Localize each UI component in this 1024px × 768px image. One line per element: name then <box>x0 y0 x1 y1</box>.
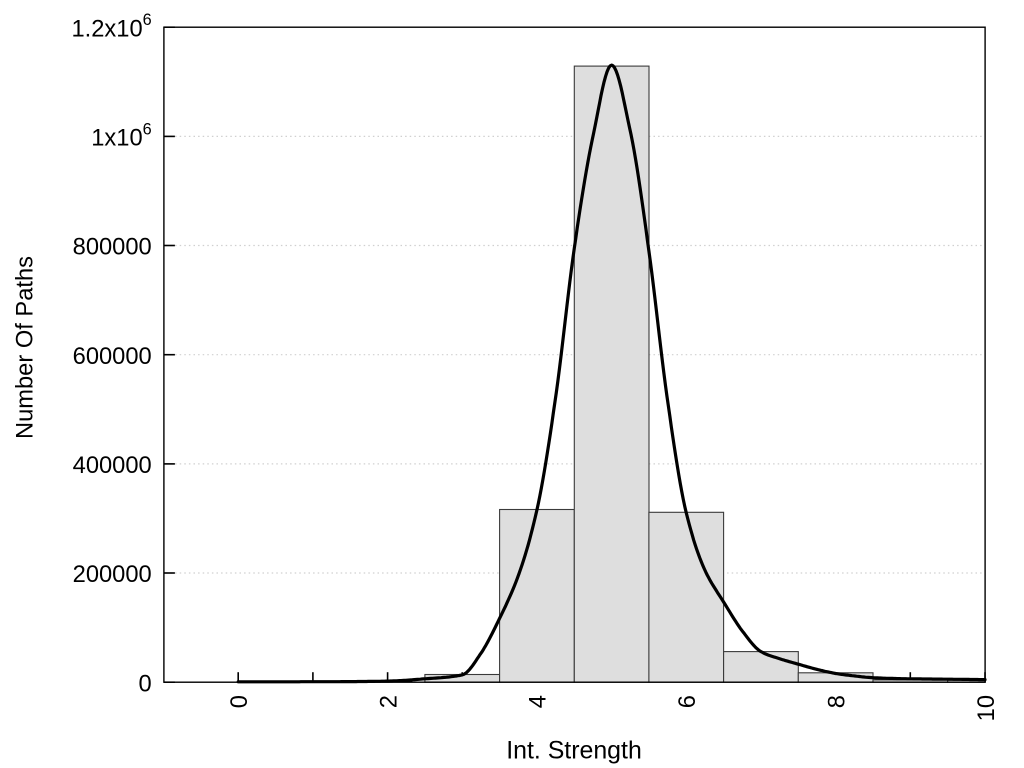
svg-text:Int. Strength: Int. Strength <box>506 737 642 765</box>
svg-text:Number Of Paths: Number Of Paths <box>13 256 39 439</box>
svg-text:200000: 200000 <box>73 562 152 588</box>
svg-text:0: 0 <box>139 671 152 697</box>
svg-text:10: 10 <box>974 695 1000 721</box>
svg-text:8: 8 <box>824 695 850 708</box>
svg-text:0: 0 <box>227 695 253 708</box>
svg-text:4: 4 <box>526 695 552 708</box>
svg-text:2: 2 <box>376 695 402 708</box>
svg-text:800000: 800000 <box>73 235 152 261</box>
svg-text:400000: 400000 <box>73 453 152 479</box>
svg-text:1.2x106: 1.2x106 <box>72 11 152 42</box>
svg-text:600000: 600000 <box>73 344 152 370</box>
svg-text:1x106: 1x106 <box>91 120 151 151</box>
svg-text:6: 6 <box>675 695 701 708</box>
